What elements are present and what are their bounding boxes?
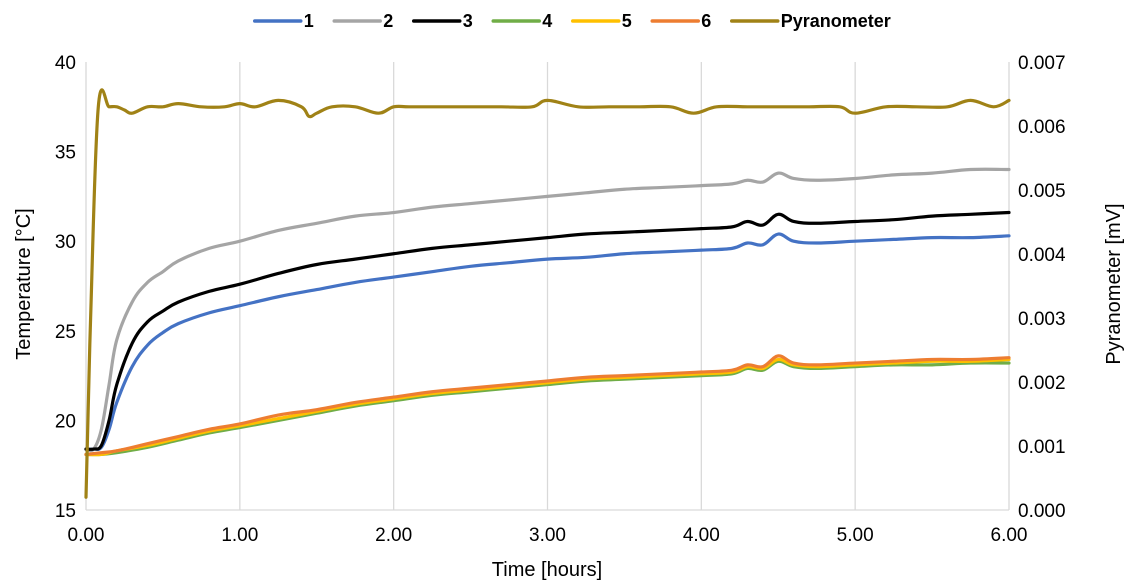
- y-tick-label: 15: [55, 501, 76, 522]
- axes: 0.00 1.00 2.00 3.00 4.00 5.00 6.00 15 20 25 30 35 40…: [55, 53, 1066, 546]
- x-tick-label: 1.00: [221, 525, 258, 546]
- y-axis-title: Temperature [°C]: [13, 208, 35, 359]
- series-line-6: [84, 354, 1011, 457]
- series-line-5: [84, 357, 1011, 457]
- legend-item-pyranometer: Pyranometer: [730, 11, 891, 31]
- legend-label: 1: [304, 11, 314, 31]
- series-line-1: [84, 232, 1011, 451]
- y2-tick-label: 0.004: [1018, 245, 1066, 266]
- y-tick-label: 20: [55, 411, 76, 432]
- legend-label: 3: [463, 11, 473, 31]
- y2-tick-label: 0.002: [1018, 373, 1066, 394]
- series-line-2: [84, 167, 1011, 453]
- series-line-3: [84, 210, 1011, 451]
- series-line-4: [84, 359, 1011, 457]
- legend-item-2: 2: [332, 11, 393, 31]
- x-tick-label: 5.00: [837, 525, 874, 546]
- x-tick-label: 3.00: [529, 525, 566, 546]
- y-tick-label: 35: [55, 143, 76, 164]
- y2-tick-label: 0.006: [1018, 117, 1066, 138]
- legend-item-3: 3: [412, 11, 473, 31]
- y2-tick-label: 0.005: [1018, 181, 1066, 202]
- x-tick-label: 2.00: [375, 525, 412, 546]
- y2-axis-title: Pyranometer [mV]: [1103, 203, 1125, 364]
- y-tick-label: 40: [55, 53, 76, 74]
- y-tick-label: 25: [55, 322, 76, 343]
- legend-item-6: 6: [650, 11, 711, 31]
- x-axis-title: Time [hours]: [492, 559, 602, 581]
- y2-tick-label: 0.003: [1018, 309, 1066, 330]
- legend-item-5: 5: [571, 11, 632, 31]
- legend-label: 5: [622, 11, 632, 31]
- gridlines: [85, 62, 1010, 511]
- legend-item-4: 4: [491, 11, 552, 31]
- legend-label: Pyranometer: [781, 11, 891, 31]
- legend-label: 4: [542, 11, 552, 31]
- legend-label: 2: [383, 11, 393, 31]
- x-tick-label: 4.00: [683, 525, 720, 546]
- y-tick-label: 30: [55, 232, 76, 253]
- y2-tick-label: 0.001: [1018, 437, 1066, 458]
- x-tick-label: 6.00: [991, 525, 1028, 546]
- x-tick-label: 0.00: [68, 525, 105, 546]
- legend-item-1: 1: [253, 11, 314, 31]
- legend: 1 2 3 4 5 6 Pyranometer: [253, 11, 891, 31]
- series-layer: [84, 88, 1011, 499]
- legend-label: 6: [701, 11, 711, 31]
- y2-tick-label: 0.007: [1018, 53, 1066, 74]
- y2-tick-label: 0.000: [1018, 501, 1066, 522]
- series-line-pyranometer: [84, 88, 1011, 499]
